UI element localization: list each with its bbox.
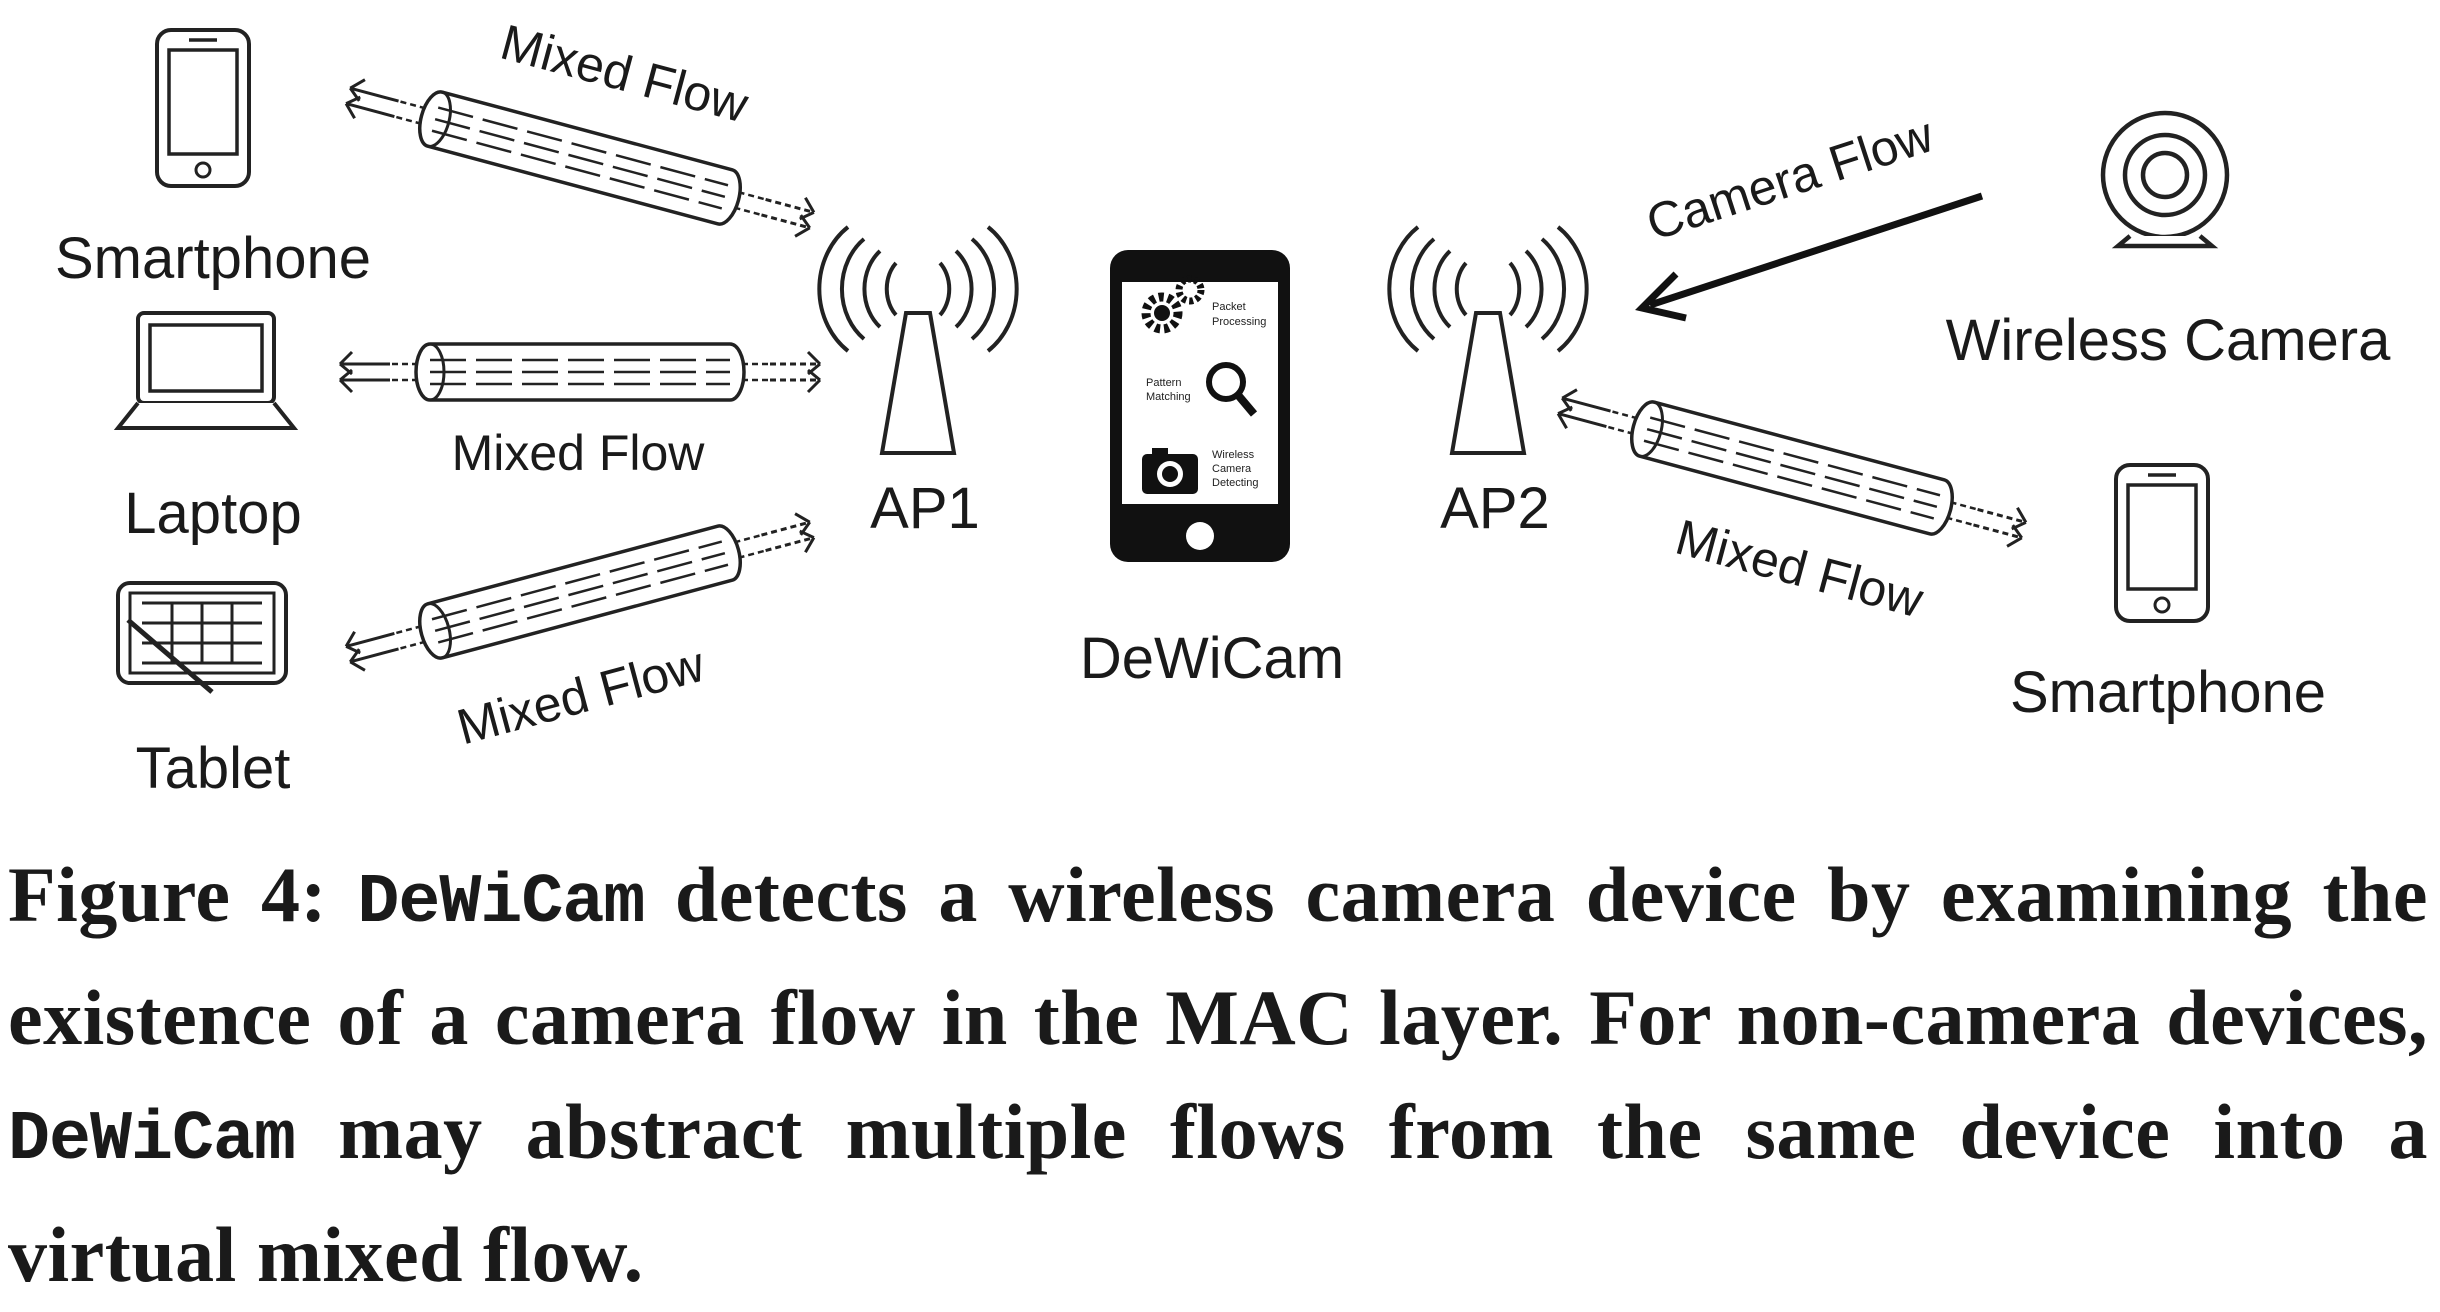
magnifier-icon	[1206, 362, 1258, 417]
dewicam-device-icon: Packet Processing Pattern Matching Wirel…	[1110, 250, 1290, 562]
tablet-icon	[116, 581, 288, 694]
laptop-label: Laptop	[124, 481, 301, 546]
feature-detect-line3: Detecting	[1212, 477, 1258, 489]
ap1-antenna-icon	[817, 225, 1019, 455]
mixed-flow-label-middle-left: Mixed Flow	[452, 425, 706, 481]
gear-icon	[1141, 275, 1205, 334]
mixed-flow-tube-middle-left	[338, 342, 822, 402]
caption-part1: detects a wireless camera device by exam…	[8, 851, 2428, 1061]
ap2-antenna-icon	[1387, 225, 1589, 455]
smartphone-right-icon	[2114, 463, 2210, 623]
feature-packet-line1: Packet	[1212, 301, 1246, 313]
caption-name-2: DeWiCam	[8, 1101, 296, 1180]
caption-name: DeWiCam	[357, 864, 645, 943]
camera-flow-label: Camera Flow	[1640, 106, 1941, 251]
figure-caption: Figure 4: DeWiCam detects a wireless cam…	[8, 838, 2428, 1312]
ap1-label: AP1	[870, 476, 980, 541]
feature-detect-line2: Camera	[1212, 463, 1252, 475]
network-diagram: Smartphone Laptop Tablet Mixed Flow Mixe…	[55, 14, 2391, 801]
smartphone-left-label: Smartphone	[55, 226, 371, 291]
caption-part2: may abstract multiple flows from the sam…	[8, 1088, 2428, 1298]
camera-icon	[1142, 448, 1198, 494]
camera-flow-arrow	[1635, 192, 1984, 322]
mixed-flow-label-bottom-left: Mixed Flow	[451, 636, 711, 756]
laptop-icon	[113, 311, 299, 430]
dewicam-label: DeWiCam	[1080, 626, 1344, 691]
mixed-flow-label-right: Mixed Flow	[1670, 509, 1930, 629]
tablet-label: Tablet	[136, 736, 291, 800]
caption-prefix: Figure 4:	[8, 851, 358, 938]
feature-packet-line2: Processing	[1212, 316, 1266, 328]
smartphone-left-icon	[155, 28, 251, 188]
mixed-flow-tube-bottom-left	[339, 501, 821, 683]
feature-pattern-line2: Matching	[1146, 391, 1191, 403]
ap2-label: AP2	[1440, 476, 1550, 541]
feature-detect-line1: Wireless	[1212, 449, 1255, 461]
smartphone-right-label: Smartphone	[2010, 660, 2326, 725]
wireless-camera-icon	[2100, 110, 2230, 249]
wireless-camera-label: Wireless Camera	[1946, 308, 2391, 373]
feature-pattern-line1: Pattern	[1146, 377, 1181, 389]
mixed-flow-tube-right	[1551, 377, 2033, 559]
